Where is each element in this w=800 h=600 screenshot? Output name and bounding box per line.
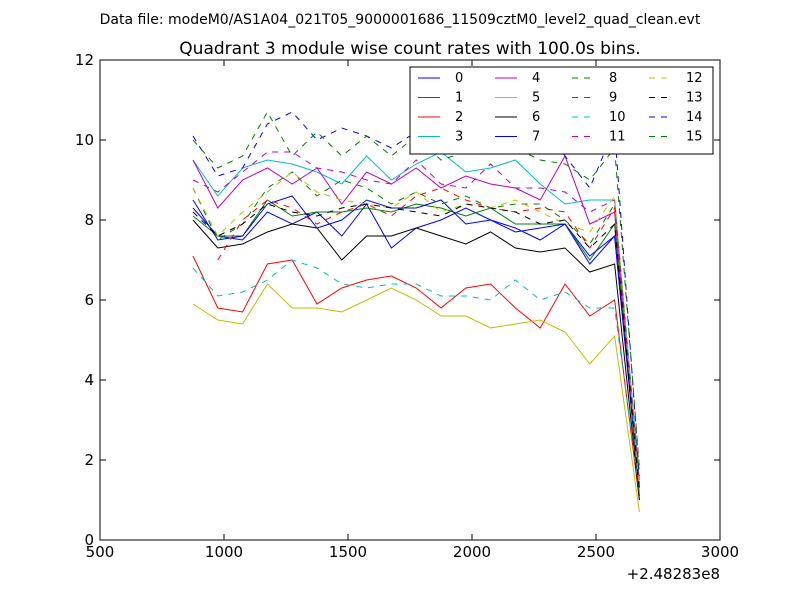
x-tick-label: 3000 bbox=[701, 543, 739, 561]
x-axis: 500 1000 1500 2000 2500 3000 bbox=[86, 60, 739, 561]
x-tick-label: 1500 bbox=[329, 543, 367, 561]
legend-label-4: 4 bbox=[532, 71, 540, 86]
series-line-2 bbox=[192, 255, 640, 501]
legend-label-0: 0 bbox=[455, 71, 463, 86]
chart-title: Quadrant 3 module wise count rates with … bbox=[179, 39, 640, 59]
legend-label-15: 15 bbox=[686, 130, 703, 145]
x-tick-label: 2500 bbox=[577, 543, 615, 561]
legend-label-14: 14 bbox=[686, 110, 703, 125]
legend-label-11: 11 bbox=[609, 130, 626, 145]
series-layer bbox=[192, 110, 640, 513]
series-line-12 bbox=[192, 171, 640, 493]
series-line-7 bbox=[192, 195, 640, 489]
series-line-10 bbox=[192, 259, 640, 493]
series-line-5 bbox=[192, 283, 640, 513]
series-line-6 bbox=[192, 219, 640, 501]
series-line-15 bbox=[192, 110, 640, 469]
y-tick-label: 10 bbox=[75, 131, 94, 149]
legend-label-1: 1 bbox=[455, 91, 463, 106]
x-tick-label: 1000 bbox=[205, 543, 243, 561]
series-line-8 bbox=[192, 171, 640, 489]
legend-label-6: 6 bbox=[532, 110, 540, 125]
y-tick-label: 12 bbox=[75, 51, 94, 69]
y-tick-label: 0 bbox=[84, 531, 94, 549]
x-tick-label: 2000 bbox=[453, 543, 491, 561]
y-tick-label: 6 bbox=[84, 291, 94, 309]
series-line-3 bbox=[192, 151, 640, 481]
x-tick-label: 500 bbox=[86, 543, 115, 561]
figure-suptitle: Data file: modeM0/AS1A04_021T05_90000016… bbox=[100, 12, 701, 28]
legend-label-8: 8 bbox=[609, 71, 617, 86]
series-line-14 bbox=[192, 111, 640, 477]
x-axis-offset-label: +2.48283e8 bbox=[627, 565, 720, 583]
legend-label-3: 3 bbox=[455, 130, 463, 145]
y-tick-label: 2 bbox=[84, 451, 94, 469]
legend-label-12: 12 bbox=[686, 71, 703, 86]
legend-label-10: 10 bbox=[609, 110, 626, 125]
y-tick-label: 8 bbox=[84, 211, 94, 229]
legend-box bbox=[409, 66, 714, 155]
legend-label-7: 7 bbox=[532, 130, 540, 145]
legend-label-2: 2 bbox=[455, 110, 463, 125]
legend-label-5: 5 bbox=[532, 91, 540, 106]
legend-label-13: 13 bbox=[686, 91, 703, 106]
series-line-9 bbox=[217, 187, 640, 485]
legend-label-9: 9 bbox=[609, 91, 617, 106]
y-tick-label: 4 bbox=[84, 371, 94, 389]
series-line-11 bbox=[192, 151, 640, 485]
